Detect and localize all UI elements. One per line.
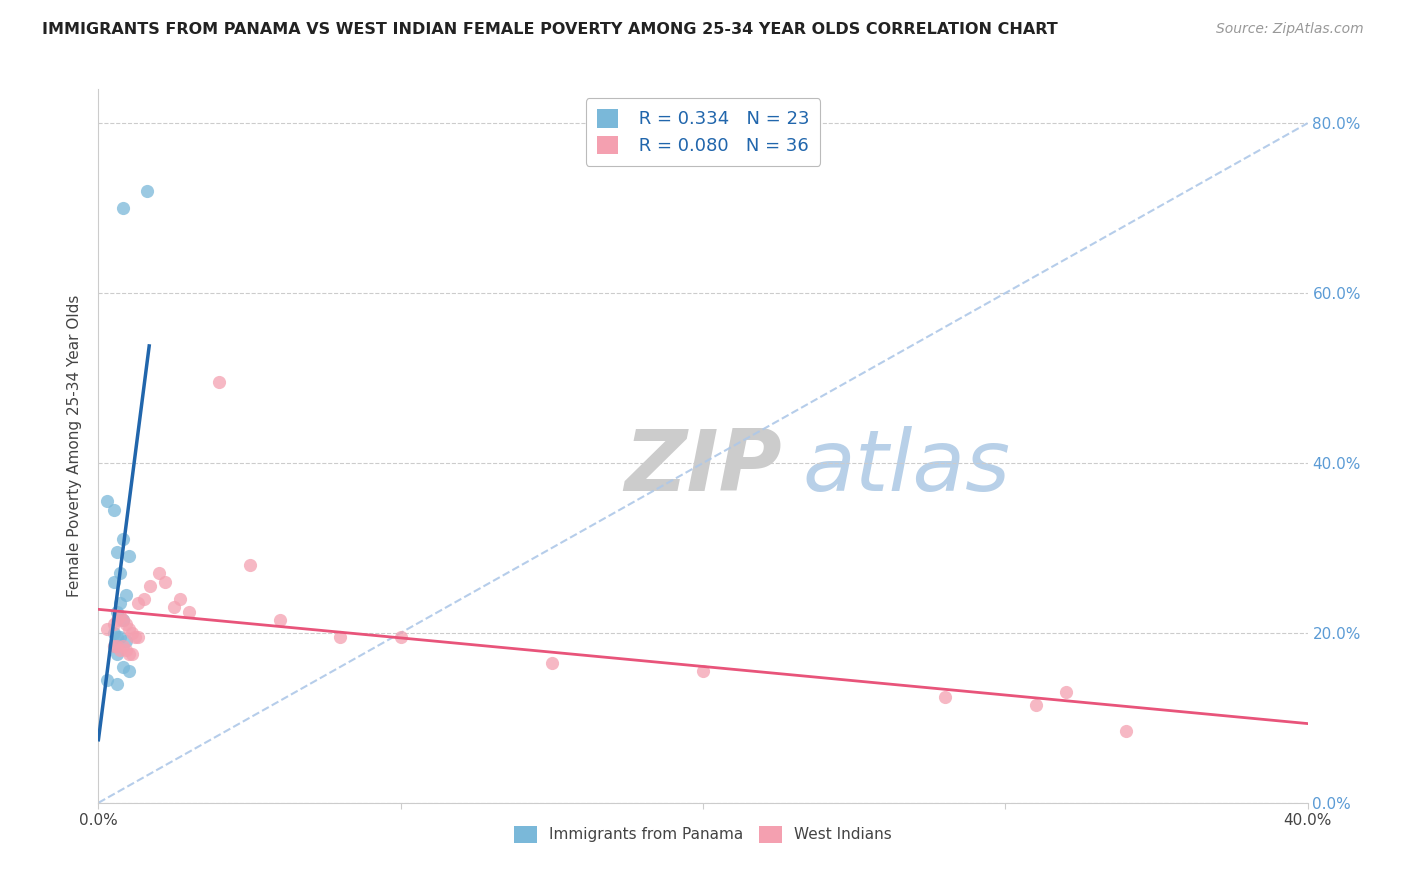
Point [153, 574, 176, 589]
Point [389, 630, 412, 644]
Point [127, 630, 149, 644]
Point [118, 664, 141, 678]
Point [105, 613, 128, 627]
Point [103, 639, 125, 653]
Legend: Immigrants from Panama, West Indians: Immigrants from Panama, West Indians [508, 820, 898, 848]
Point [108, 630, 131, 644]
Point [121, 626, 143, 640]
Point [105, 647, 128, 661]
Point [108, 643, 131, 657]
Point [540, 656, 562, 670]
Point [169, 591, 191, 606]
Text: Source: ZipAtlas.com: Source: ZipAtlas.com [1216, 22, 1364, 37]
Point [111, 613, 134, 627]
Point [239, 558, 262, 572]
Point [103, 626, 125, 640]
Point [111, 201, 134, 215]
Point [111, 533, 134, 547]
Point [118, 622, 141, 636]
Point [121, 647, 143, 661]
Point [118, 647, 141, 661]
Point [114, 643, 136, 657]
Text: atlas: atlas [803, 425, 1010, 509]
Text: IMMIGRANTS FROM PANAMA VS WEST INDIAN FEMALE POVERTY AMONG 25-34 YEAR OLDS CORRE: IMMIGRANTS FROM PANAMA VS WEST INDIAN FE… [42, 22, 1057, 37]
Point [114, 588, 136, 602]
Point [124, 630, 146, 644]
Point [103, 639, 125, 653]
Point [111, 613, 134, 627]
Point [208, 376, 231, 390]
Point [692, 664, 714, 678]
Point [127, 596, 149, 610]
Point [135, 184, 157, 198]
Point [105, 545, 128, 559]
Point [329, 630, 352, 644]
Point [934, 690, 956, 704]
Point [179, 605, 201, 619]
Point [96, 494, 118, 508]
Point [269, 613, 291, 627]
Point [163, 600, 186, 615]
Point [1024, 698, 1046, 712]
Point [111, 660, 134, 674]
Point [148, 566, 170, 581]
Point [103, 617, 125, 632]
Point [108, 596, 131, 610]
Point [118, 549, 141, 564]
Point [103, 502, 125, 516]
Point [139, 579, 162, 593]
Point [108, 608, 131, 623]
Point [114, 634, 136, 648]
Point [103, 574, 125, 589]
Point [96, 673, 118, 687]
Point [114, 617, 136, 632]
Point [111, 639, 134, 653]
Y-axis label: Female Poverty Among 25-34 Year Olds: Female Poverty Among 25-34 Year Olds [67, 295, 83, 597]
Point [105, 630, 128, 644]
Point [1054, 685, 1077, 699]
Point [1115, 723, 1137, 738]
Point [105, 605, 128, 619]
Point [105, 639, 128, 653]
Point [96, 622, 118, 636]
Point [132, 591, 155, 606]
Point [108, 566, 131, 581]
Text: ZIP: ZIP [624, 425, 782, 509]
Point [105, 677, 128, 691]
